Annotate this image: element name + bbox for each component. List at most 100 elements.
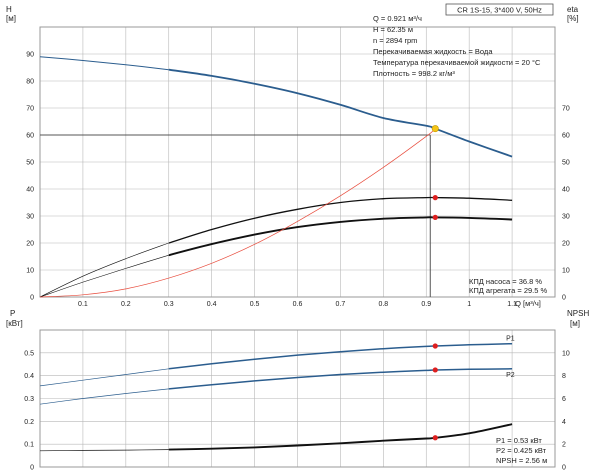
top-right-tick-label: 0 xyxy=(562,295,566,302)
head-curve-extrapolated xyxy=(39,56,169,71)
top-right-tick-label: 50 xyxy=(562,160,570,167)
pump-eff-curve-extrapolated xyxy=(39,242,169,298)
top-x-tick-label: 0.4 xyxy=(207,301,217,308)
bottom-left-tick-label: 0.5 xyxy=(24,350,34,357)
bottom-panel: P [кВт] NPSH [м] 0 0.1 0.2 0.3 0.4 0.5 0 2 4 6 8 1… xyxy=(6,309,589,472)
top-left-tick-label: 60 xyxy=(26,133,34,140)
p1-curve xyxy=(168,342,513,370)
p1-value-label: P1 = 0.53 кВт xyxy=(496,436,542,445)
bottom-right-tick-label: 6 xyxy=(562,396,566,403)
bottom-left-axis-label: P xyxy=(10,309,15,318)
bottom-right-tick-label: 4 xyxy=(562,419,566,426)
operating-point-reference-lines xyxy=(40,134,431,297)
bottom-frame xyxy=(39,329,556,468)
top-left-tick-label: 80 xyxy=(26,79,34,86)
npsh-duty-marker xyxy=(432,435,438,441)
p1-curve-extrapolated xyxy=(39,368,169,387)
bottom-left-tick-label: 0.4 xyxy=(24,373,34,380)
p2-curve xyxy=(168,368,513,390)
top-x-tick-label: 0.7 xyxy=(336,301,346,308)
pump-efficiency-label: КПД насоса = 36.8 % xyxy=(469,277,542,286)
bottom-right-axis-label: NPSH xyxy=(567,309,589,318)
top-left-tick-label: 0 xyxy=(30,295,34,302)
bottom-left-tick-labels: 0 0.1 0.2 0.3 0.4 0.5 xyxy=(24,350,34,471)
info-line-n: n = 2894 rpm xyxy=(373,36,417,45)
info-line-h: H = 62.35 м xyxy=(373,25,413,34)
unit-efficiency-label: КПД агрегата = 29.5 % xyxy=(469,286,547,295)
bottom-right-tick-label: 0 xyxy=(562,465,566,472)
bottom-grid xyxy=(40,330,555,467)
top-left-axis-label: H xyxy=(6,5,12,14)
top-left-tick-label: 10 xyxy=(26,268,34,275)
top-frame xyxy=(39,26,556,298)
info-block: Q = 0.921 м³/ч H = 62.35 м n = 2894 rpm … xyxy=(373,14,541,78)
top-left-tick-label: 20 xyxy=(26,241,34,248)
top-left-tick-label: 40 xyxy=(26,187,34,194)
bottom-markers xyxy=(432,343,438,441)
top-right-tick-labels: 0 10 20 30 40 50 60 70 xyxy=(562,106,570,302)
info-line-q: Q = 0.921 м³/ч xyxy=(373,14,422,23)
operating-point-marker xyxy=(431,125,439,133)
top-right-tick-label: 60 xyxy=(562,133,570,140)
chart-title: CR 1S-15, 3*400 V, 50Hz xyxy=(457,6,542,15)
top-right-tick-label: 20 xyxy=(562,241,570,248)
bottom-right-tick-label: 8 xyxy=(562,373,566,380)
top-panel: H [м] eta [%] 0 10 20 30 40 50 60 70 80 90 0 10 20 3… xyxy=(6,3,579,308)
p2-value-label: P2 = 0.425 кВт xyxy=(496,446,547,455)
info-line-liquid: Перекачиваемая жидкость = Вода xyxy=(373,47,493,56)
top-right-tick-label: 70 xyxy=(562,106,570,113)
unit-eff-curve xyxy=(168,216,513,257)
pump-eff-curve xyxy=(168,196,513,244)
top-right-tick-label: 40 xyxy=(562,187,570,194)
top-right-tick-label: 10 xyxy=(562,268,570,275)
top-left-tick-label: 90 xyxy=(26,52,34,59)
system-curve xyxy=(39,128,436,298)
top-x-tick-label: 1 xyxy=(467,301,471,308)
info-line-temperature: Температура перекачиваемой жидкости = 20… xyxy=(373,58,541,67)
info-line-density: Плотность = 998.2 кг/м³ xyxy=(373,69,455,78)
top-grid xyxy=(40,27,555,297)
npsh-curve xyxy=(168,423,513,451)
top-right-tick-label: 30 xyxy=(562,214,570,221)
top-x-tick-label: 0.6 xyxy=(293,301,303,308)
p1-series-name: P1 xyxy=(506,336,515,343)
bottom-series xyxy=(39,342,513,452)
bottom-right-tick-labels: 0 2 4 6 8 10 xyxy=(562,350,570,471)
top-x-tick-labels: 0.1 0.2 0.3 0.4 0.5 0.6 0.7 0.8 0.9 1 1.1 xyxy=(78,301,517,308)
bottom-left-axis-unit: [кВт] xyxy=(6,319,23,328)
top-x-tick-label: 0.5 xyxy=(250,301,260,308)
top-x-tick-label: 0.2 xyxy=(121,301,131,308)
top-x-tick-label: 0.9 xyxy=(421,301,431,308)
top-x-tick-label: 1.1 xyxy=(507,301,517,308)
top-x-axis-label: Q [м³/ч] xyxy=(515,299,541,308)
top-x-tick-label: 0.3 xyxy=(164,301,174,308)
npsh-curve-extrapolated xyxy=(39,449,169,452)
top-right-axis-unit: [%] xyxy=(567,14,579,23)
bottom-left-tick-label: 0.3 xyxy=(24,396,34,403)
unit-eff-curve-extrapolated xyxy=(39,254,169,298)
top-left-tick-label: 50 xyxy=(26,160,34,167)
p1-duty-marker xyxy=(432,343,438,349)
npsh-value-label: NPSH = 2.56 м xyxy=(496,456,547,465)
unit-eff-duty-marker xyxy=(432,214,438,220)
top-left-tick-label: 70 xyxy=(26,106,34,113)
bottom-series-names: P1 P2 xyxy=(506,336,515,379)
top-right-axis-label: eta xyxy=(567,5,579,14)
p2-series-name: P2 xyxy=(506,372,515,379)
bottom-right-axis-unit: [м] xyxy=(570,319,580,328)
bottom-right-tick-label: 10 xyxy=(562,350,570,357)
top-series xyxy=(39,56,513,298)
top-left-tick-label: 30 xyxy=(26,214,34,221)
bottom-right-tick-label: 2 xyxy=(562,442,566,449)
bottom-left-tick-label: 0.1 xyxy=(24,442,34,449)
bottom-left-tick-label: 0.2 xyxy=(24,419,34,426)
p2-curve-extrapolated xyxy=(39,388,169,405)
top-x-tick-label: 0.1 xyxy=(78,301,88,308)
top-left-axis-unit: [м] xyxy=(6,14,16,23)
bottom-left-tick-label: 0 xyxy=(30,465,34,472)
p2-duty-marker xyxy=(432,367,438,373)
head-curve xyxy=(168,68,513,158)
top-left-tick-labels: 0 10 20 30 40 50 60 70 80 90 xyxy=(26,52,34,302)
pump-eff-duty-marker xyxy=(432,195,438,201)
